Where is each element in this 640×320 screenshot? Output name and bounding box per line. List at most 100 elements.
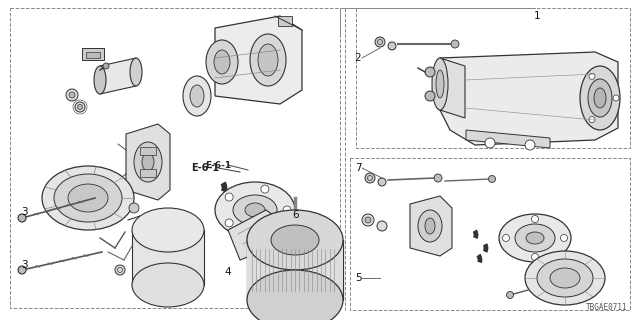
Bar: [356, 8, 630, 148]
Ellipse shape: [526, 232, 544, 244]
Ellipse shape: [436, 70, 444, 98]
Polygon shape: [126, 124, 170, 200]
Circle shape: [18, 214, 26, 222]
Text: 5: 5: [355, 273, 362, 283]
Ellipse shape: [134, 142, 162, 182]
Ellipse shape: [425, 218, 435, 234]
Ellipse shape: [258, 44, 278, 76]
Text: 3: 3: [20, 260, 28, 270]
Bar: [132, 230, 204, 285]
Circle shape: [365, 173, 375, 183]
Ellipse shape: [214, 50, 230, 74]
Ellipse shape: [418, 210, 442, 242]
Wedge shape: [234, 195, 240, 205]
Text: 6: 6: [292, 210, 300, 220]
Polygon shape: [440, 52, 618, 145]
Ellipse shape: [247, 210, 343, 270]
Circle shape: [451, 40, 459, 48]
Text: 4: 4: [225, 267, 231, 277]
Wedge shape: [473, 230, 478, 238]
Text: E-6-1: E-6-1: [191, 163, 219, 173]
Polygon shape: [100, 58, 136, 94]
Ellipse shape: [206, 40, 238, 84]
Text: E-6-1: E-6-1: [205, 161, 231, 170]
Bar: [86, 52, 100, 58]
Ellipse shape: [525, 251, 605, 305]
Polygon shape: [215, 16, 302, 104]
Circle shape: [485, 138, 495, 148]
Ellipse shape: [588, 79, 612, 117]
Ellipse shape: [432, 58, 448, 110]
Ellipse shape: [250, 34, 286, 86]
Ellipse shape: [94, 66, 106, 94]
Circle shape: [531, 253, 538, 260]
Circle shape: [365, 217, 371, 223]
Circle shape: [425, 67, 435, 77]
Text: 3: 3: [20, 207, 28, 217]
Ellipse shape: [215, 182, 295, 238]
Circle shape: [103, 63, 109, 69]
Polygon shape: [466, 130, 550, 148]
Ellipse shape: [515, 224, 555, 252]
Circle shape: [269, 248, 277, 256]
Circle shape: [561, 235, 568, 242]
Circle shape: [77, 105, 83, 109]
Ellipse shape: [130, 58, 142, 86]
Circle shape: [75, 102, 85, 112]
Circle shape: [225, 193, 233, 201]
Circle shape: [362, 214, 374, 226]
Circle shape: [378, 178, 386, 186]
Wedge shape: [221, 182, 227, 192]
Polygon shape: [410, 196, 452, 256]
Circle shape: [488, 175, 495, 182]
Bar: [140, 169, 156, 177]
Circle shape: [531, 215, 538, 222]
Circle shape: [283, 206, 291, 214]
Circle shape: [377, 221, 387, 231]
Ellipse shape: [42, 166, 134, 230]
Circle shape: [613, 95, 619, 101]
Circle shape: [388, 42, 396, 50]
Ellipse shape: [537, 259, 593, 297]
Circle shape: [115, 265, 125, 275]
Ellipse shape: [550, 268, 580, 288]
Circle shape: [506, 292, 513, 299]
Ellipse shape: [190, 85, 204, 107]
Bar: [140, 147, 156, 155]
Bar: [247, 240, 343, 300]
Ellipse shape: [271, 225, 319, 255]
Ellipse shape: [142, 153, 154, 171]
Circle shape: [525, 140, 535, 150]
Ellipse shape: [68, 184, 108, 212]
Circle shape: [589, 73, 595, 79]
Ellipse shape: [499, 214, 571, 262]
Text: 1: 1: [534, 11, 540, 21]
Ellipse shape: [245, 203, 265, 217]
Polygon shape: [228, 210, 280, 260]
Circle shape: [375, 37, 385, 47]
Wedge shape: [477, 254, 482, 263]
Bar: [278, 16, 292, 26]
Ellipse shape: [580, 66, 620, 130]
Bar: [10, 8, 340, 308]
Circle shape: [589, 117, 595, 123]
Ellipse shape: [247, 270, 343, 320]
Polygon shape: [440, 58, 465, 118]
Circle shape: [260, 245, 266, 251]
Circle shape: [502, 235, 509, 242]
Ellipse shape: [54, 174, 122, 222]
Circle shape: [434, 174, 442, 182]
Circle shape: [258, 243, 268, 253]
Text: 7: 7: [355, 163, 362, 173]
Circle shape: [66, 89, 78, 101]
Circle shape: [69, 92, 75, 98]
Ellipse shape: [594, 88, 606, 108]
Circle shape: [18, 266, 26, 274]
Circle shape: [261, 227, 269, 235]
Circle shape: [425, 91, 435, 101]
Wedge shape: [483, 244, 488, 252]
Bar: [350, 158, 630, 310]
Text: 2: 2: [355, 53, 362, 63]
Circle shape: [261, 185, 269, 193]
Ellipse shape: [132, 263, 204, 307]
